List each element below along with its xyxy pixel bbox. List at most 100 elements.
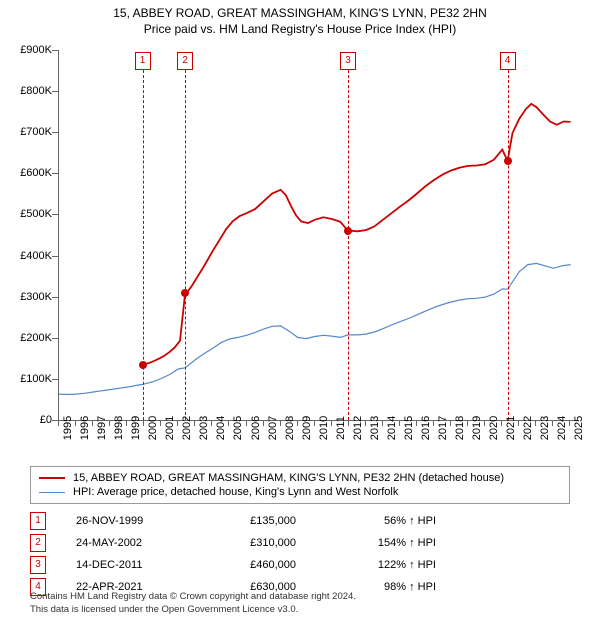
x-tick-label: 2017 bbox=[437, 416, 449, 440]
x-tick-label: 2015 bbox=[403, 416, 415, 440]
x-tick-mark bbox=[194, 420, 195, 426]
x-tick-label: 2023 bbox=[539, 416, 551, 440]
x-tick-mark bbox=[211, 420, 212, 426]
sales-marker-box: 2 bbox=[30, 534, 46, 552]
x-tick-label: 2022 bbox=[522, 416, 534, 440]
y-tick-label: £100K bbox=[20, 373, 52, 385]
x-tick-mark bbox=[450, 420, 451, 426]
sales-pct: 122% ↑ HPI bbox=[326, 559, 436, 571]
x-tick-label: 2020 bbox=[488, 416, 500, 440]
footer-line: This data is licensed under the Open Gov… bbox=[30, 604, 356, 616]
x-tick-label: 2006 bbox=[250, 416, 262, 440]
sales-row: 1 26-NOV-1999 £135,000 56% ↑ HPI bbox=[30, 510, 570, 532]
chart-lines-svg bbox=[59, 50, 579, 420]
sales-date: 26-NOV-1999 bbox=[76, 515, 186, 527]
x-tick-mark bbox=[75, 420, 76, 426]
x-tick-mark bbox=[382, 420, 383, 426]
x-tick-mark bbox=[552, 420, 553, 426]
title-main: 15, ABBEY ROAD, GREAT MASSINGHAM, KING'S… bbox=[0, 6, 600, 20]
legend-item: 15, ABBEY ROAD, GREAT MASSINGHAM, KING'S… bbox=[39, 471, 561, 485]
x-tick-mark bbox=[246, 420, 247, 426]
footer-text: Contains HM Land Registry data © Crown c… bbox=[30, 591, 356, 616]
series-line bbox=[143, 104, 571, 365]
chart-container: 15, ABBEY ROAD, GREAT MASSINGHAM, KING'S… bbox=[0, 0, 600, 620]
sales-date: 24-MAY-2002 bbox=[76, 537, 186, 549]
y-tick-label: £300K bbox=[20, 291, 52, 303]
x-tick-label: 2025 bbox=[573, 416, 585, 440]
x-tick-mark bbox=[467, 420, 468, 426]
x-tick-label: 1998 bbox=[113, 416, 125, 440]
x-tick-label: 2018 bbox=[454, 416, 466, 440]
legend-label: 15, ABBEY ROAD, GREAT MASSINGHAM, KING'S… bbox=[73, 472, 504, 484]
sales-marker-box: 1 bbox=[30, 512, 46, 530]
legend-box: 15, ABBEY ROAD, GREAT MASSINGHAM, KING'S… bbox=[30, 466, 570, 504]
sale-datapoint bbox=[139, 361, 147, 369]
sales-date: 14-DEC-2011 bbox=[76, 559, 186, 571]
x-tick-mark bbox=[297, 420, 298, 426]
x-tick-label: 1996 bbox=[79, 416, 91, 440]
title-block: 15, ABBEY ROAD, GREAT MASSINGHAM, KING'S… bbox=[0, 0, 600, 36]
y-tick-label: £600K bbox=[20, 167, 52, 179]
sales-table: 1 26-NOV-1999 £135,000 56% ↑ HPI 2 24-MAY-200… bbox=[30, 510, 570, 598]
y-tick-label: £200K bbox=[20, 332, 52, 344]
x-tick-mark bbox=[280, 420, 281, 426]
marker-vline bbox=[348, 70, 349, 420]
y-tick-label: £800K bbox=[20, 85, 52, 97]
x-tick-label: 2008 bbox=[284, 416, 296, 440]
x-tick-mark bbox=[177, 420, 178, 426]
y-tick-label: £900K bbox=[20, 44, 52, 56]
sale-datapoint bbox=[344, 227, 352, 235]
legend-label: HPI: Average price, detached house, King… bbox=[73, 486, 398, 498]
x-axis: 1995199619971998199920002001200220032004… bbox=[58, 420, 578, 470]
x-tick-mark bbox=[348, 420, 349, 426]
sale-datapoint bbox=[504, 157, 512, 165]
y-tick-label: £500K bbox=[20, 208, 52, 220]
x-tick-label: 2012 bbox=[352, 416, 364, 440]
y-tick-label: £700K bbox=[20, 126, 52, 138]
x-tick-label: 2019 bbox=[471, 416, 483, 440]
x-tick-label: 2002 bbox=[181, 416, 193, 440]
marker-number-box: 2 bbox=[177, 52, 193, 70]
x-tick-mark bbox=[143, 420, 144, 426]
legend-swatch bbox=[39, 477, 65, 479]
legend-item: HPI: Average price, detached house, King… bbox=[39, 485, 561, 499]
x-tick-label: 2021 bbox=[505, 416, 517, 440]
x-tick-mark bbox=[365, 420, 366, 426]
x-tick-mark bbox=[433, 420, 434, 426]
x-tick-label: 2024 bbox=[556, 416, 568, 440]
sales-price: £135,000 bbox=[216, 515, 296, 527]
sales-marker-box: 3 bbox=[30, 556, 46, 574]
x-tick-label: 2000 bbox=[147, 416, 159, 440]
x-tick-label: 1997 bbox=[96, 416, 108, 440]
y-axis: £0£100K£200K£300K£400K£500K£600K£700K£80… bbox=[0, 50, 58, 420]
series-line bbox=[59, 263, 571, 394]
sales-price: £460,000 bbox=[216, 559, 296, 571]
footer-line: Contains HM Land Registry data © Crown c… bbox=[30, 591, 356, 603]
x-tick-mark bbox=[58, 420, 59, 426]
x-tick-mark bbox=[109, 420, 110, 426]
sales-row: 2 24-MAY-2002 £310,000 154% ↑ HPI bbox=[30, 532, 570, 554]
plot-area: 1234 bbox=[58, 50, 579, 421]
x-tick-label: 1995 bbox=[62, 416, 74, 440]
x-tick-label: 1999 bbox=[130, 416, 142, 440]
sales-price: £310,000 bbox=[216, 537, 296, 549]
legend-swatch bbox=[39, 492, 65, 493]
x-tick-mark bbox=[416, 420, 417, 426]
marker-vline bbox=[185, 70, 186, 420]
x-tick-mark bbox=[484, 420, 485, 426]
x-tick-label: 2016 bbox=[420, 416, 432, 440]
x-tick-label: 2010 bbox=[318, 416, 330, 440]
marker-number-box: 3 bbox=[340, 52, 356, 70]
x-tick-mark bbox=[160, 420, 161, 426]
x-tick-label: 2001 bbox=[164, 416, 176, 440]
sales-pct: 154% ↑ HPI bbox=[326, 537, 436, 549]
x-tick-mark bbox=[92, 420, 93, 426]
x-tick-label: 2011 bbox=[335, 416, 347, 440]
x-tick-label: 2014 bbox=[386, 416, 398, 440]
x-tick-mark bbox=[569, 420, 570, 426]
sales-pct: 56% ↑ HPI bbox=[326, 515, 436, 527]
x-tick-mark bbox=[518, 420, 519, 426]
x-tick-mark bbox=[331, 420, 332, 426]
marker-vline bbox=[508, 70, 509, 420]
title-sub: Price paid vs. HM Land Registry's House … bbox=[0, 22, 600, 36]
